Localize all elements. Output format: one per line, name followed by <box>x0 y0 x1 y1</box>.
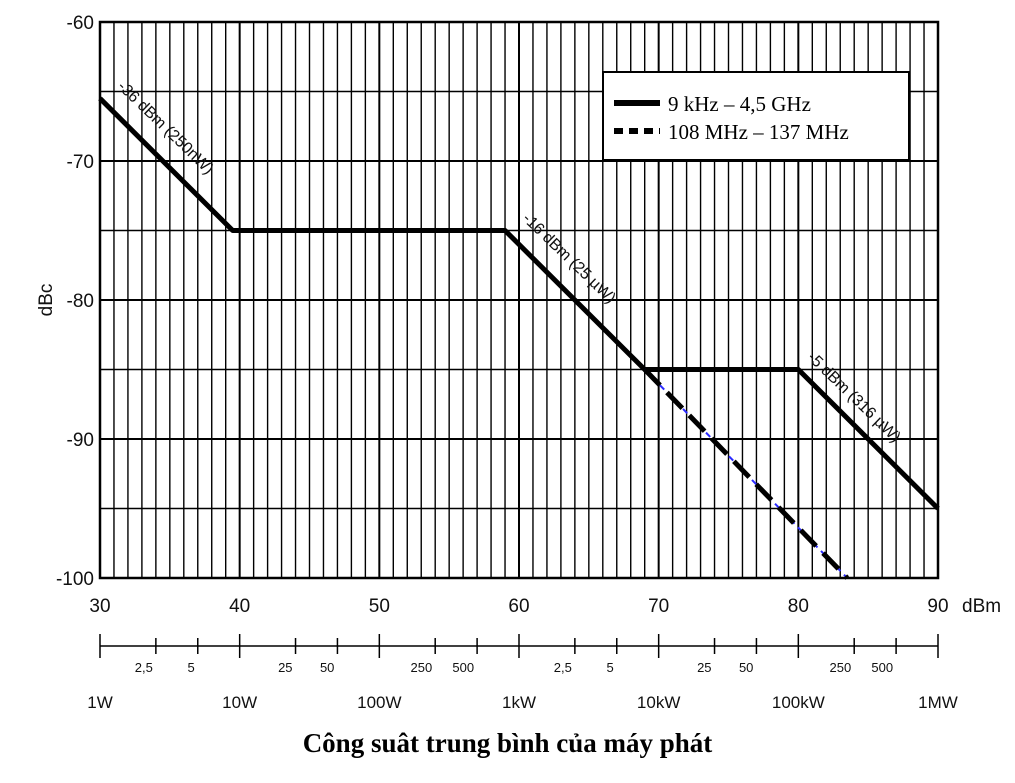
x-axis-label: dBm <box>962 596 1001 617</box>
power-minor-label: 25 <box>697 660 711 675</box>
legend-label-dashed: 108 MHz – 137 MHz <box>668 120 849 144</box>
power-minor-label: 50 <box>320 660 334 675</box>
power-major-label: 10W <box>222 693 257 712</box>
plot-frame <box>98 20 940 580</box>
power-minor-label: 500 <box>871 660 893 675</box>
x-tick-label: 40 <box>229 596 250 617</box>
power-minor-label: 25 <box>278 660 292 675</box>
power-major-label: 100W <box>357 693 401 712</box>
x-tick-label: 60 <box>508 596 529 617</box>
power-minor-label: 50 <box>739 660 753 675</box>
y-tick-label: -90 <box>67 430 94 451</box>
power-minor-label: 5 <box>188 660 195 675</box>
power-minor-label: 250 <box>410 660 432 675</box>
legend-box <box>602 71 910 161</box>
series-layer <box>98 96 940 580</box>
series-line-2 <box>642 367 850 580</box>
legend: 9 kHz – 4,5 GHz 108 MHz – 137 MHz <box>602 71 910 161</box>
power-major-label: 1kW <box>502 693 536 712</box>
power-major-label: 1W <box>87 693 113 712</box>
power-major-label: 10kW <box>637 693 680 712</box>
power-minor-label: 250 <box>829 660 851 675</box>
power-major-label: 1MW <box>918 693 958 712</box>
chart-caption: Công suât trung bình của máy phát <box>302 728 713 758</box>
power-minor-label: 2,5 <box>554 660 572 675</box>
power-minor-label: 2,5 <box>135 660 153 675</box>
x-tick-label: 70 <box>648 596 669 617</box>
x-tick-label: 90 <box>927 596 948 617</box>
power-minor-label: 5 <box>607 660 614 675</box>
y-tick-label: -100 <box>56 569 94 590</box>
power-major-label: 100kW <box>772 693 825 712</box>
x-tick-label: 30 <box>89 596 110 617</box>
axes: -60 -70 -80 -90 -100 dBc 30 40 50 60 70 80 90 dBm 2,5 5… <box>36 13 1001 712</box>
y-axis-label: dBc <box>36 284 57 317</box>
y-tick-label: -70 <box>67 152 94 173</box>
power-minor-label: 500 <box>452 660 474 675</box>
legend-label-solid: 9 kHz – 4,5 GHz <box>668 92 811 116</box>
series-line-1 <box>98 96 940 511</box>
x-tick-label: 80 <box>788 596 809 617</box>
x-tick-label: 50 <box>369 596 390 617</box>
y-tick-label: -80 <box>67 291 94 312</box>
y-tick-label: -60 <box>67 13 94 34</box>
